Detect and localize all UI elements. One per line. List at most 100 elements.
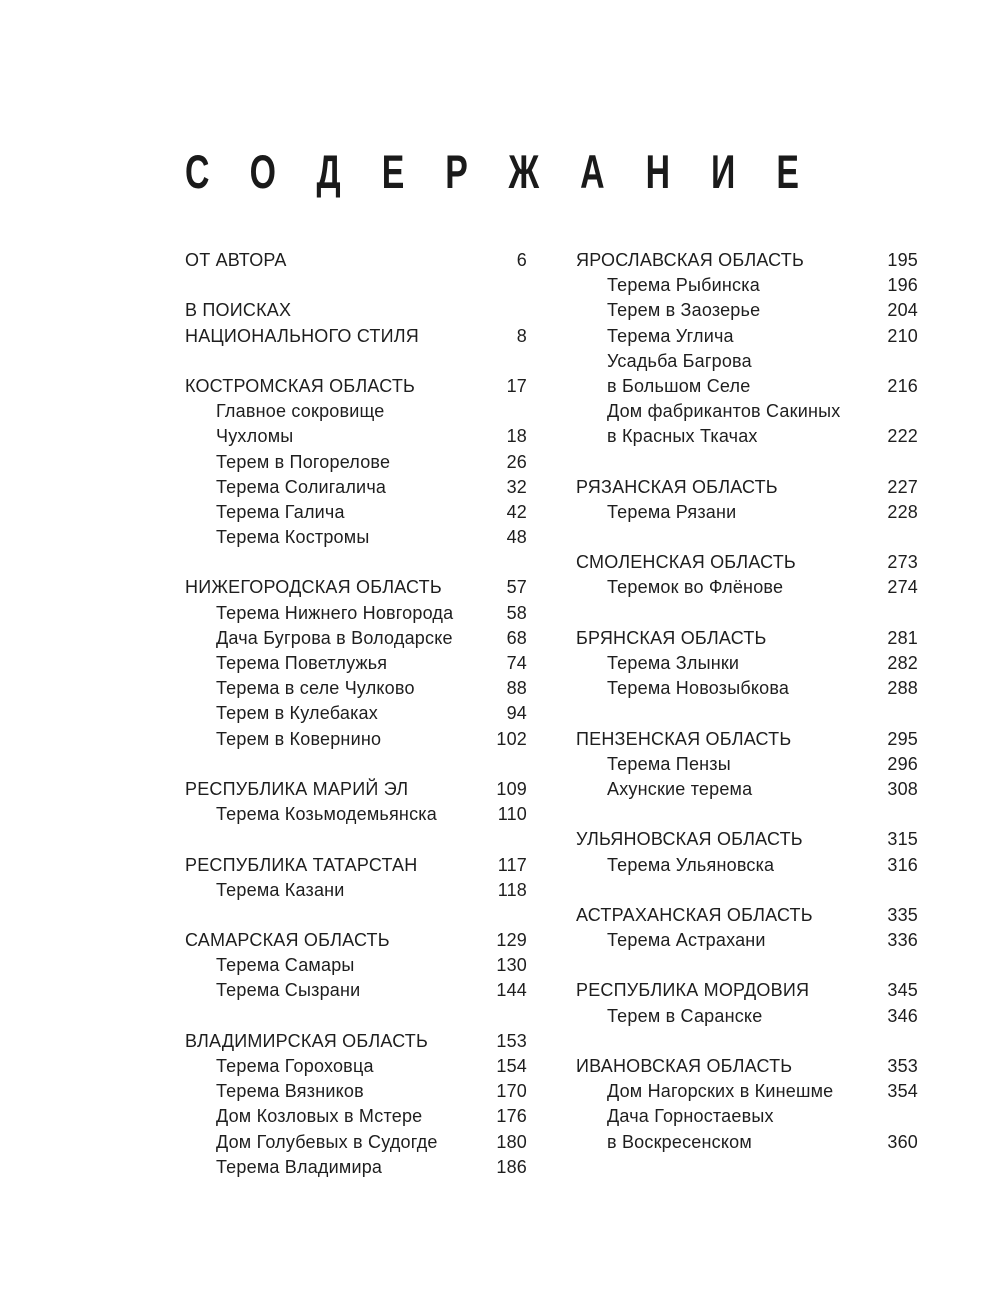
toc-entry-page-number: 18 [506, 426, 527, 447]
toc-entry: Дача Горностаевых [576, 1104, 918, 1129]
toc-section: ВЛАДИМИРСКАЯ ОБЛАСТЬ 153 [185, 1029, 527, 1054]
toc-entry-label: Терема Владимира [216, 1156, 383, 1177]
toc-entry-page-number: 26 [506, 451, 527, 472]
toc-section-label: ПЕНЗЕНСКАЯ ОБЛАСТЬ [576, 728, 792, 749]
toc-entry-page-number: 216 [887, 375, 918, 396]
toc-entry-label: Терема Самары [216, 955, 355, 976]
toc-section-label: САМАРСКАЯ ОБЛАСТЬ [185, 930, 390, 951]
toc-entry-label: Терема Костромы [216, 527, 370, 548]
toc-entry: Терема Владимира 186 [185, 1155, 527, 1180]
toc-entry-label: в Красных Ткачах [607, 426, 758, 447]
toc-entry-page-number: 186 [496, 1156, 527, 1177]
toc-entry: Терема Рязани 228 [576, 500, 918, 525]
toc-entry-label: Дом Нагорских в Кинешме [607, 1081, 834, 1102]
section-spacer [185, 550, 527, 575]
toc-entry-page-number: 296 [887, 753, 918, 774]
toc-section-page-number: 129 [496, 930, 527, 951]
toc-entry: Терема Нижнего Новгорода 58 [185, 601, 527, 626]
toc-entry-label: Терема Ульяновска [607, 854, 775, 875]
toc-entry: Дом фабрикантов Сакиных [576, 399, 918, 424]
toc-column-right: ЯРОСЛАВСКАЯ ОБЛАСТЬ 195 Терема Рыбинска 196… [576, 248, 918, 1155]
toc-section: В ПОИСКАХ [185, 298, 527, 323]
toc-entry: Терема Рыбинска 196 [576, 273, 918, 298]
toc-section-page-number: 109 [496, 778, 527, 799]
toc-entry-page-number: 346 [887, 1005, 918, 1026]
toc-entry: Терема Казани 118 [185, 878, 527, 903]
toc-section: ЯРОСЛАВСКАЯ ОБЛАСТЬ 195 [576, 248, 918, 273]
toc-section-page-number: 281 [887, 627, 918, 648]
toc-entry-label: Чухломы [216, 426, 294, 447]
toc-entry-label: Терема Казани [216, 879, 345, 900]
toc-entry-page-number: 110 [497, 804, 527, 825]
toc-entry-label: Терем в Погорелове [216, 451, 391, 472]
toc-entry: Терема Гороховца 154 [185, 1054, 527, 1079]
toc-section: ИВАНОВСКАЯ ОБЛАСТЬ 353 [576, 1054, 918, 1079]
toc-entry-page-number: 336 [887, 930, 918, 951]
toc-entry-label: Терем в Ковернино [216, 728, 382, 749]
toc-section-label: ИВАНОВСКАЯ ОБЛАСТЬ [576, 1056, 793, 1076]
toc-entry-label: Терема Вязников [216, 1081, 364, 1102]
toc-section-label: РЕСПУБЛИКА МОРДОВИЯ [576, 980, 810, 1001]
toc-entry: Терема Злынки 282 [576, 651, 918, 676]
toc-entry: Терема Сызрани 144 [185, 978, 527, 1003]
toc-entry-label: Усадьба Багрова [607, 350, 752, 371]
toc-section-page-number: 195 [887, 250, 918, 270]
toc-entry: Терема Новозыбкова 288 [576, 676, 918, 701]
section-spacer [185, 1004, 527, 1029]
section-spacer [185, 752, 527, 777]
toc-entry-label: Терема в селе Чулково [216, 678, 415, 699]
section-spacer [576, 525, 918, 550]
toc-entry: Терема в селе Чулково 88 [185, 676, 527, 701]
toc-entry-page-number: 88 [506, 678, 527, 699]
toc-entry: в Воскресенском 360 [576, 1130, 918, 1155]
toc-entry-page-number: 144 [496, 980, 527, 1001]
section-spacer [576, 701, 918, 726]
toc-entry-label: Ахунские терема [607, 778, 753, 799]
section-spacer [185, 903, 527, 928]
toc-entry: Терема Углича 210 [576, 324, 918, 349]
toc-section-label: БРЯНСКАЯ ОБЛАСТЬ [576, 627, 767, 648]
toc-entry-page-number: 176 [496, 1106, 527, 1127]
toc-entry: Терема Солигалича 32 [185, 475, 527, 500]
toc-entry: Терема Пензы 296 [576, 752, 918, 777]
section-spacer [576, 450, 918, 475]
toc-entry: Чухломы 18 [185, 424, 527, 449]
section-spacer [185, 827, 527, 852]
toc-entry-label: Терема Сызрани [216, 980, 361, 1001]
toc-section: САМАРСКАЯ ОБЛАСТЬ 129 [185, 928, 527, 953]
toc-entry-label: Терем в Саранске [607, 1005, 763, 1026]
toc-entry-page-number: 196 [887, 275, 918, 296]
section-spacer [576, 878, 918, 903]
toc-section-label: ОТ АВТОРА [185, 250, 287, 270]
toc-section-page-number: 8 [516, 325, 527, 346]
toc-entry-label: Терема Углича [607, 325, 734, 346]
toc-entry: Терема Астрахани 336 [576, 928, 918, 953]
toc-section-label: РЯЗАНСКАЯ ОБЛАСТЬ [576, 476, 778, 497]
toc-entry-label: в Большом Селе [607, 375, 751, 396]
toc-section-label: УЛЬЯНОВСКАЯ ОБЛАСТЬ [576, 829, 803, 850]
toc-section-label: В ПОИСКАХ [185, 300, 292, 321]
toc-entry-label: Терем в Кулебаках [216, 703, 378, 724]
toc-entry-page-number: 170 [496, 1081, 527, 1102]
toc-entry-page-number: 48 [506, 527, 527, 548]
toc-entry-label: Терема Рязани [607, 501, 737, 522]
toc-entry: Терема Костромы 48 [185, 525, 527, 550]
toc-section-page-number: 6 [516, 250, 527, 270]
toc-section-page-number: 153 [496, 1030, 527, 1051]
toc-entry-page-number: 210 [887, 325, 918, 346]
toc-entry-label: Терема Новозыбкова [607, 678, 790, 699]
toc-section-label: СМОЛЕНСКАЯ ОБЛАСТЬ [576, 552, 796, 573]
toc-entry: Терема Поветлужья 74 [185, 651, 527, 676]
toc-entry: Терема Ульяновска 316 [576, 853, 918, 878]
toc-entry: Терем в Кулебаках 94 [185, 701, 527, 726]
toc-entry-label: Терема Поветлужья [216, 653, 388, 673]
toc-entry-page-number: 130 [496, 955, 527, 976]
toc-section-page-number: 227 [887, 476, 918, 497]
toc-section-page-number: 335 [887, 904, 918, 925]
toc-entry-page-number: 74 [506, 653, 527, 673]
toc-entry-label: Терема Нижнего Новгорода [216, 602, 454, 623]
toc-entry-label: Терем в Заозерье [607, 300, 761, 321]
toc-entry-label: Теремок во Флёнове [607, 577, 784, 598]
toc-section-label: НАЦИОНАЛЬНОГО СТИЛЯ [185, 325, 419, 346]
toc-entry: Терема Козьмодемьянска 110 [185, 802, 527, 827]
